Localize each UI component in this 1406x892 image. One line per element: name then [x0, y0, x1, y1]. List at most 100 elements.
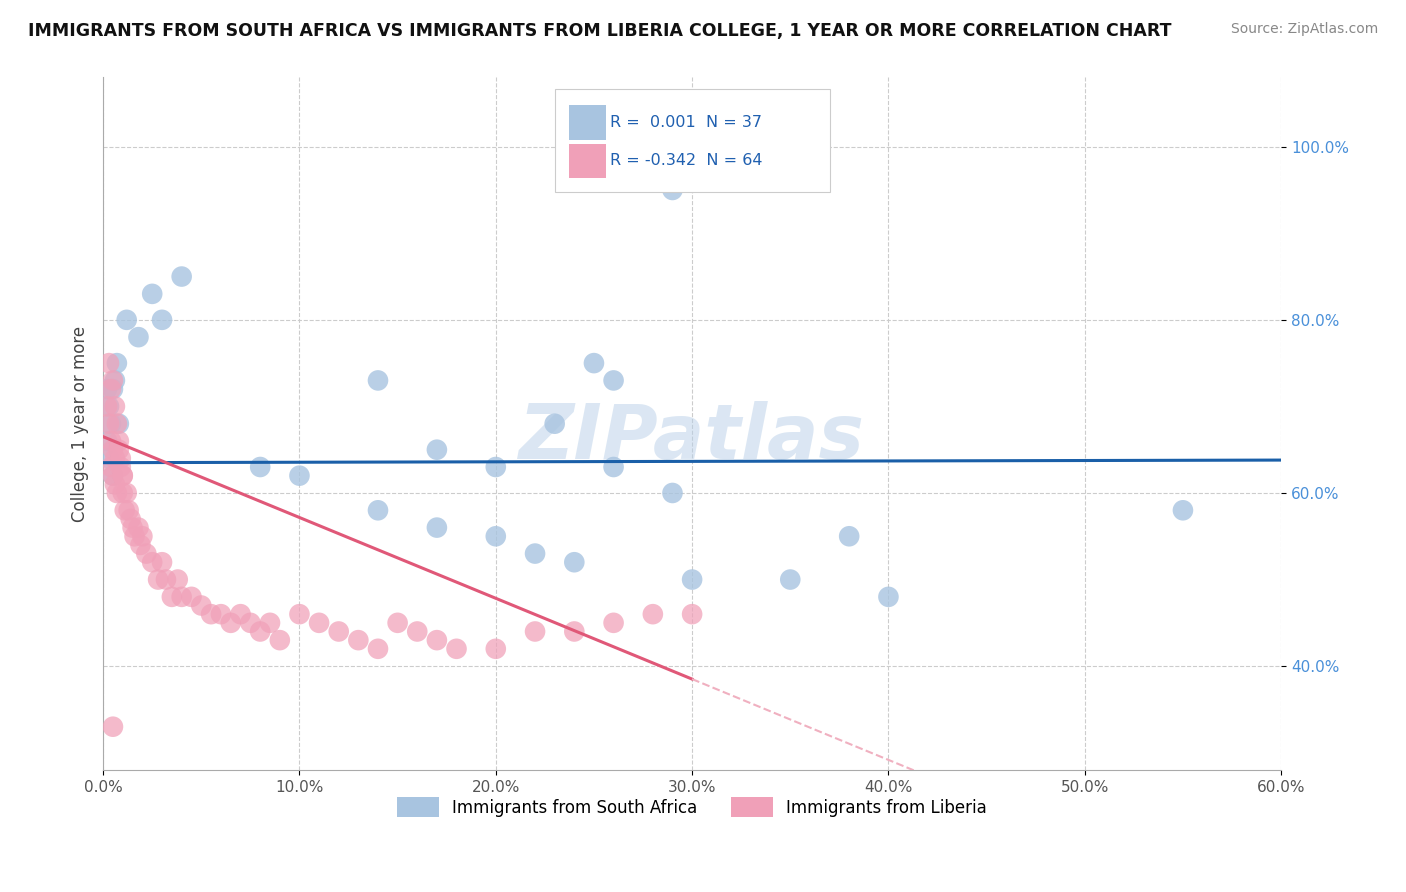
- Point: [104, 400, 127, 414]
- Point: [101, 468, 124, 483]
- Point: [838, 529, 860, 543]
- Point: [105, 486, 128, 500]
- Point: [135, 547, 157, 561]
- Point: [150, 313, 173, 327]
- Point: [96, 434, 118, 448]
- Legend: Immigrants from South Africa, Immigrants from Liberia: Immigrants from South Africa, Immigrants…: [391, 790, 994, 824]
- Point: [328, 624, 350, 639]
- Point: [124, 529, 146, 543]
- Point: [121, 520, 143, 534]
- Point: [131, 529, 153, 543]
- Point: [104, 477, 127, 491]
- Point: [562, 555, 585, 569]
- Point: [108, 442, 131, 457]
- Point: [367, 503, 389, 517]
- Point: [308, 615, 330, 630]
- Point: [111, 468, 134, 483]
- Point: [127, 520, 149, 534]
- Point: [485, 460, 508, 475]
- Point: [641, 607, 664, 622]
- Point: [114, 503, 136, 517]
- Point: [485, 641, 508, 656]
- Point: [249, 624, 271, 639]
- Point: [104, 451, 127, 466]
- Y-axis label: College, 1 year or more: College, 1 year or more: [72, 326, 89, 522]
- Point: [661, 486, 683, 500]
- Point: [115, 313, 138, 327]
- Point: [219, 615, 242, 630]
- Point: [110, 451, 132, 466]
- Point: [166, 573, 188, 587]
- Point: [426, 633, 449, 648]
- Point: [681, 573, 703, 587]
- Point: [170, 269, 193, 284]
- Point: [877, 590, 900, 604]
- Point: [200, 607, 222, 622]
- Point: [108, 434, 131, 448]
- Point: [100, 417, 122, 431]
- Point: [779, 573, 801, 587]
- Point: [681, 607, 703, 622]
- Point: [544, 417, 567, 431]
- Point: [485, 529, 508, 543]
- Point: [141, 286, 163, 301]
- Point: [269, 633, 291, 648]
- Point: [98, 400, 121, 414]
- Point: [602, 460, 624, 475]
- Point: [129, 538, 152, 552]
- Point: [602, 615, 624, 630]
- Point: [96, 400, 118, 414]
- Point: [288, 468, 311, 483]
- Point: [118, 503, 141, 517]
- Point: [180, 590, 202, 604]
- Point: [160, 590, 183, 604]
- Point: [115, 486, 138, 500]
- Point: [111, 486, 134, 500]
- Point: [98, 451, 121, 466]
- Point: [367, 641, 389, 656]
- Text: Source: ZipAtlas.com: Source: ZipAtlas.com: [1230, 22, 1378, 37]
- Point: [582, 356, 605, 370]
- Point: [150, 555, 173, 569]
- Point: [100, 434, 122, 448]
- Point: [446, 641, 468, 656]
- Point: [367, 373, 389, 387]
- Point: [100, 460, 122, 475]
- Point: [1171, 503, 1194, 517]
- Point: [259, 615, 281, 630]
- Point: [426, 520, 449, 534]
- Point: [170, 590, 193, 604]
- Point: [141, 555, 163, 569]
- Point: [720, 139, 742, 153]
- Text: R =  0.001  N = 37: R = 0.001 N = 37: [610, 115, 762, 129]
- Text: ZIPatlas: ZIPatlas: [519, 401, 865, 475]
- Point: [387, 615, 409, 630]
- Point: [105, 356, 128, 370]
- Point: [98, 417, 121, 431]
- Point: [524, 624, 547, 639]
- Point: [101, 442, 124, 457]
- Point: [101, 382, 124, 396]
- Point: [110, 460, 132, 475]
- Point: [108, 417, 131, 431]
- Point: [602, 373, 624, 387]
- Point: [426, 442, 449, 457]
- Point: [249, 460, 271, 475]
- Point: [524, 547, 547, 561]
- Point: [661, 183, 683, 197]
- Point: [155, 573, 177, 587]
- Point: [209, 607, 232, 622]
- Point: [104, 373, 127, 387]
- Point: [288, 607, 311, 622]
- Point: [190, 599, 212, 613]
- Point: [111, 468, 134, 483]
- Text: R = -0.342  N = 64: R = -0.342 N = 64: [610, 153, 762, 168]
- Point: [100, 382, 122, 396]
- Point: [146, 573, 169, 587]
- Point: [101, 373, 124, 387]
- Point: [120, 512, 142, 526]
- Point: [101, 720, 124, 734]
- Point: [239, 615, 262, 630]
- Point: [96, 382, 118, 396]
- Point: [105, 417, 128, 431]
